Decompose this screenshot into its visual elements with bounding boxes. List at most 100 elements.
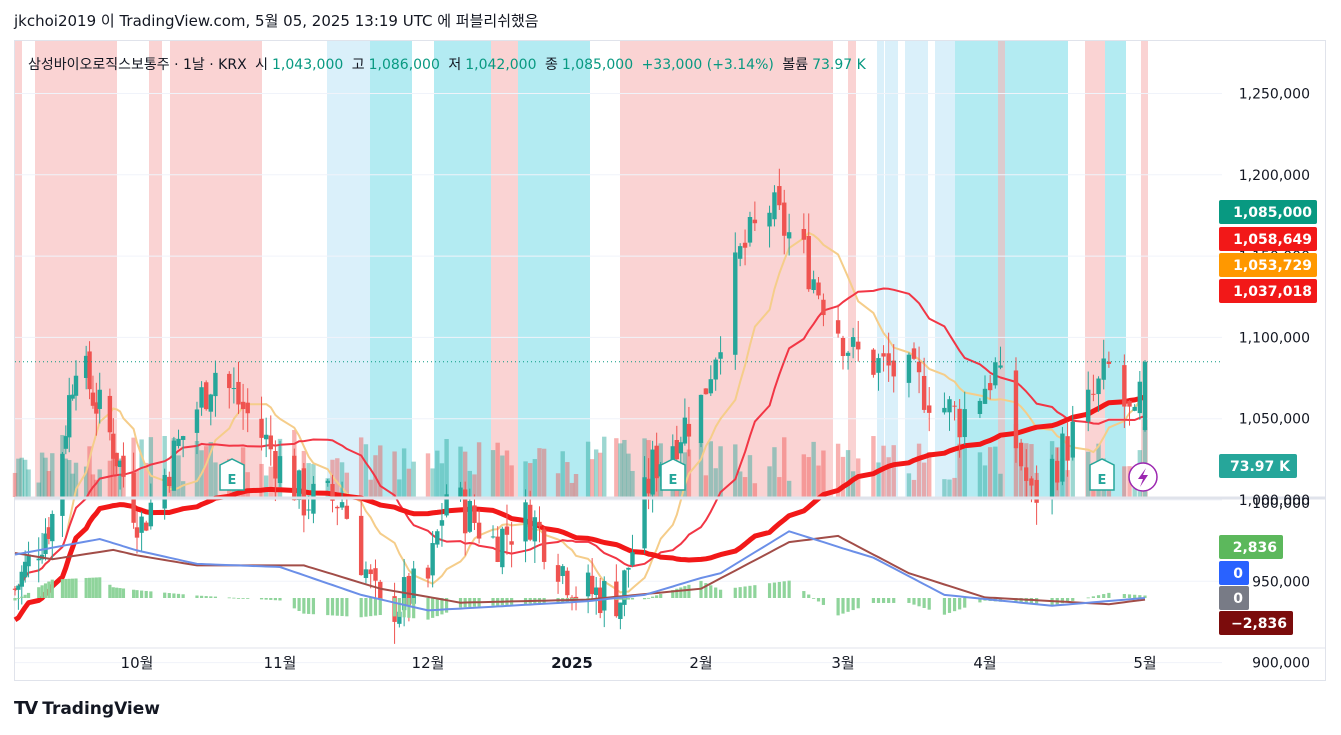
macd-histogram-bar — [876, 598, 881, 603]
volume-bar — [537, 448, 542, 497]
volume-bar — [1142, 427, 1148, 497]
candle-body — [22, 561, 28, 578]
candle-body — [891, 360, 896, 377]
volume-bar — [801, 454, 807, 497]
volume-bar — [560, 451, 565, 497]
volume-bar — [46, 471, 52, 497]
volume-bar — [871, 436, 876, 497]
macd-histogram-bar — [195, 595, 199, 598]
macd-histogram-bar — [947, 598, 952, 613]
candle-body — [618, 602, 623, 619]
x-tick-label: 3월 — [831, 654, 854, 672]
y-tick-label: 1,000,000 — [1239, 493, 1310, 509]
candle-body — [462, 489, 468, 534]
macd-tag-text: 2,836 — [1233, 540, 1277, 556]
candle-body — [63, 436, 69, 449]
background-zones — [15, 41, 1148, 497]
candle-body — [801, 228, 807, 240]
candle-body — [1024, 467, 1029, 481]
macd-histogram-bar — [246, 598, 250, 599]
volume-tag-text: 73.97 K — [1230, 459, 1291, 475]
volume-bar — [43, 457, 48, 497]
candle-body — [148, 502, 154, 527]
volume-bar — [401, 448, 407, 497]
macd-histogram-bar — [630, 598, 635, 600]
tradingview-footer[interactable]: TV TradingView — [14, 698, 160, 719]
volume-bar — [19, 457, 24, 497]
candle-body — [1096, 378, 1101, 395]
price-tag — [1219, 279, 1317, 303]
candle-body — [208, 394, 214, 412]
volume-bar — [927, 452, 932, 497]
macd-histogram-bar — [642, 598, 647, 600]
macd-histogram-bar — [16, 598, 20, 599]
candle-body — [12, 588, 18, 590]
volume-bar — [777, 477, 782, 497]
candle-body — [682, 417, 688, 444]
macd-histogram-bar — [302, 598, 306, 614]
candle-body — [876, 358, 881, 373]
candle-body — [1029, 478, 1034, 486]
candle-body — [176, 438, 181, 447]
macd-histogram-bar — [269, 598, 273, 600]
candle-body — [490, 536, 496, 538]
volume-bar — [358, 437, 364, 497]
candle-body — [495, 536, 500, 562]
candle-body — [811, 279, 816, 290]
candle-body — [1106, 361, 1112, 364]
macd-histogram-bar — [111, 587, 115, 598]
volume-bar — [144, 462, 149, 497]
volume-bar — [708, 441, 713, 497]
volume-bar — [476, 442, 482, 497]
candle-body — [16, 585, 21, 590]
macd-histogram-bar — [115, 587, 119, 598]
candle-body — [144, 522, 149, 531]
candle-body — [358, 515, 364, 576]
macd-tag — [1219, 535, 1283, 559]
candle-body — [532, 517, 538, 542]
macd-histogram-bar — [71, 578, 75, 598]
candle-body — [273, 451, 278, 479]
legend-high: 1,086,000 — [368, 57, 440, 73]
candle-body — [46, 527, 52, 539]
candle-body — [467, 500, 473, 532]
candle-body — [344, 505, 350, 519]
earnings-marker — [660, 458, 686, 491]
price-tag-text: 1,053,729 — [1233, 258, 1312, 274]
y-tick-label: 1,200,000 — [1239, 168, 1310, 184]
macd-histogram-bar — [1071, 598, 1075, 601]
macd-histogram-bar — [47, 581, 51, 598]
candle-body — [306, 509, 311, 511]
legend-low-label: 저 — [448, 57, 462, 73]
macd-histogram-bar — [431, 598, 435, 618]
volume-bar — [392, 451, 397, 497]
candle-body — [162, 474, 167, 509]
volume-bar — [458, 446, 463, 497]
volume-tag — [1219, 454, 1297, 478]
legend-low: 1,042,000 — [465, 57, 537, 73]
legend-symbol[interactable]: 삼성바이오로직스보통주 · 1날 · KRX — [28, 57, 247, 73]
volume-bar — [523, 461, 528, 497]
volume-bar — [259, 463, 264, 497]
candle-body — [1122, 365, 1127, 407]
regime-zone — [885, 41, 898, 497]
candle-body — [1018, 442, 1024, 467]
candle-body — [335, 506, 340, 509]
macd-histogram-bar — [373, 598, 378, 616]
candle-body — [998, 365, 1003, 368]
macd-histogram-bar — [1133, 594, 1137, 598]
macd-histogram-bar — [84, 577, 88, 598]
candle-body — [1055, 460, 1060, 483]
candle-body — [117, 460, 123, 467]
macd-histogram-bar — [227, 597, 231, 599]
candle-body — [203, 382, 209, 410]
candle-body — [782, 202, 787, 236]
volume-bar — [406, 468, 412, 497]
macd-tag — [1219, 611, 1293, 635]
macd-histogram-bar — [958, 598, 962, 610]
volume-bar — [509, 465, 514, 497]
macd-histogram-bar — [378, 598, 382, 616]
volume-bar — [500, 455, 505, 497]
